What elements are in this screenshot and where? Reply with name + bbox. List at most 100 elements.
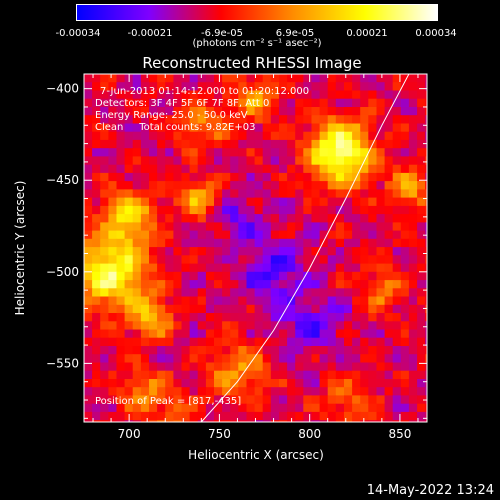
heatmap-cell (270, 115, 280, 124)
heatmap-cell (92, 148, 101, 157)
heatmap-cell (165, 107, 174, 116)
heatmap-cell (352, 197, 361, 207)
heatmap-cell (400, 164, 410, 174)
heatmap-cell (335, 321, 345, 331)
heatmap-cell (262, 288, 272, 298)
heatmap-cell (311, 230, 321, 240)
heatmap-cell (214, 271, 223, 281)
heatmap-cell (392, 370, 402, 380)
heatmap-cell (425, 346, 427, 355)
heatmap-cell (392, 139, 402, 149)
heatmap-cell (205, 181, 215, 190)
heatmap-cell (165, 247, 174, 256)
heatmap-cell (295, 280, 304, 289)
heatmap-cell (108, 214, 118, 223)
heatmap-cell (108, 222, 118, 232)
heatmap-cell (140, 131, 150, 141)
heatmap-cell (295, 189, 304, 199)
heatmap-cell (181, 329, 191, 339)
heatmap-cell (408, 337, 418, 347)
heatmap-cell (100, 230, 109, 240)
heatmap-cell (311, 296, 321, 306)
heatmap-cell (287, 403, 296, 413)
heatmap-cell (246, 82, 256, 91)
heatmap-cell (132, 74, 142, 83)
heatmap-cell (100, 379, 109, 388)
heatmap-cell (165, 131, 174, 141)
solar-limb-line (200, 74, 410, 422)
heatmap-cell (132, 387, 142, 396)
heatmap-cell (197, 395, 207, 405)
heatmap-cell (425, 90, 427, 100)
colorbar-unit-label: (photons cm⁻² s⁻¹ asec⁻²) (192, 38, 322, 49)
heatmap-cell (262, 255, 272, 265)
heatmap-cell (173, 247, 183, 256)
heatmap-cell (392, 197, 402, 207)
x-tick-label: 750 (208, 427, 231, 441)
heatmap-cell (327, 395, 337, 405)
heatmap-cell (116, 189, 126, 199)
heatmap-cell (214, 148, 223, 157)
heatmap-cell (205, 156, 215, 166)
heatmap-cell (197, 403, 207, 413)
heatmap-cell (181, 148, 191, 157)
heatmap-cell (157, 321, 166, 331)
heatmap-cell (116, 74, 126, 83)
heatmap-cell (279, 238, 288, 248)
heatmap-cell (425, 115, 427, 124)
heatmap-cell (425, 123, 427, 133)
heatmap-cell (246, 74, 256, 83)
heatmap-cell (181, 379, 191, 388)
heatmap-cell (254, 214, 264, 223)
heatmap-cell (189, 263, 199, 273)
heatmap-cell (230, 238, 239, 248)
heatmap-cell (92, 123, 101, 133)
heatmap-cell (352, 313, 361, 322)
heatmap-cell (238, 411, 247, 421)
heatmap-cell (84, 164, 93, 174)
heatmap-cell (173, 337, 183, 347)
heatmap-cell (222, 296, 231, 306)
heatmap-cell (417, 107, 426, 116)
heatmap-cell (189, 379, 199, 388)
heatmap-cell (100, 189, 109, 199)
heatmap-cell (205, 370, 215, 380)
heatmap-cell (189, 172, 199, 182)
heatmap-cell (157, 230, 166, 240)
heatmap-cell (303, 197, 312, 207)
heatmap-cell (408, 288, 418, 298)
heatmap-cell (189, 74, 199, 83)
heatmap-cell (376, 131, 386, 141)
heatmap-cell (108, 263, 118, 273)
heatmap-cell (246, 197, 256, 207)
heatmap-cell (303, 115, 312, 124)
heatmap-cell (124, 139, 134, 149)
heatmap-cell (335, 337, 345, 347)
heatmap-cell (92, 395, 101, 405)
heatmap-cell (352, 156, 361, 166)
heatmap-cell (140, 230, 150, 240)
heatmap-cell (238, 255, 247, 265)
heatmap-cell (352, 362, 361, 372)
heatmap-cell (189, 321, 199, 331)
heatmap-cell (100, 263, 109, 273)
heatmap-cell (230, 181, 239, 190)
heatmap-cell (360, 313, 369, 322)
heatmap-cell (132, 296, 142, 306)
heatmap-cell (132, 313, 142, 322)
heatmap-cell (181, 362, 191, 372)
heatmap-cell (376, 354, 386, 363)
heatmap-cell (246, 139, 256, 149)
heatmap-cell (376, 313, 386, 322)
heatmap-cell (140, 395, 150, 405)
heatmap-cell (214, 387, 223, 396)
heatmap-cell (368, 362, 377, 372)
heatmap-cell (116, 131, 126, 141)
heatmap-cell (327, 164, 337, 174)
heatmap-cell (287, 362, 296, 372)
heatmap-cell (246, 288, 256, 298)
heatmap-cell (319, 337, 329, 347)
heatmap-cell (181, 214, 191, 223)
heatmap-cell (189, 164, 199, 174)
heatmap-cell (189, 238, 199, 248)
